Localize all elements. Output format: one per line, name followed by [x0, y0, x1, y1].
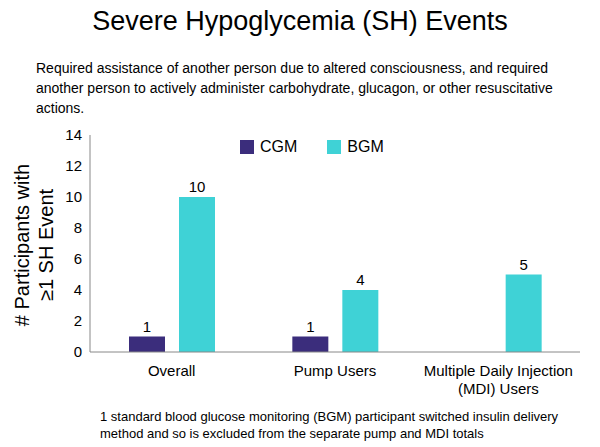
svg-text:5: 5 — [519, 256, 527, 273]
html-text:Severe Hypoglycemia (SH) Event: Severe Hypoglycemia (SH) Events — [92, 6, 508, 36]
svg-text:10: 10 — [65, 188, 82, 205]
svg-text:Multiple Daily Injection(MDI): Multiple Daily Injection(MDI) Users — [424, 362, 573, 397]
svg-text:0: 0 — [74, 343, 82, 360]
svg-text:1: 1 — [306, 318, 314, 335]
svg-text:1: 1 — [143, 318, 151, 335]
html-text:≥1 SH Event: ≥1 SH Event — [35, 188, 57, 302]
svg-text:Pump Users: Pump Users — [294, 362, 377, 379]
html-text:1 standard blood glucose monit: 1 standard blood glucose monitoring (BGM… — [100, 409, 559, 441]
svg-text:10: 10 — [189, 178, 206, 195]
svg-text:14: 14 — [65, 126, 82, 143]
html-text:BGM: BGM — [347, 138, 384, 155]
svg-text:6: 6 — [74, 250, 82, 267]
svg-text:Overall: Overall — [148, 362, 196, 379]
svg-text:12: 12 — [65, 157, 82, 174]
svg-text:8: 8 — [74, 219, 82, 236]
html-text:# Participants with: # Participants with — [11, 163, 33, 327]
svg-text:4: 4 — [74, 281, 82, 298]
html-text:CGM: CGM — [260, 138, 298, 155]
svg-text:2: 2 — [74, 312, 82, 329]
svg-text:4: 4 — [356, 271, 364, 288]
html-text:Required assistance of another: Required assistance of another person du… — [36, 60, 553, 116]
